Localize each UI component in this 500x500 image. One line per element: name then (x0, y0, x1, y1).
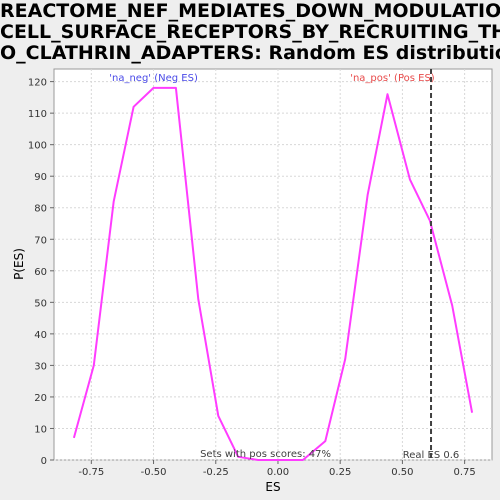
y-tick-label: 70 (34, 235, 47, 246)
neg-es-annotation: 'na_neg' (Neg ES) (109, 73, 198, 84)
y-axis-label: P(ES) (12, 248, 26, 280)
y-tick-label: 40 (34, 330, 47, 341)
x-tick-label: -0.75 (78, 467, 104, 478)
y-tick-label: 110 (28, 109, 47, 120)
y-tick-label: 90 (34, 172, 47, 183)
y-tick-label: 100 (28, 141, 47, 152)
chart-title-line-3: O_CLATHRIN_ADAPTERS: Random ES distribut… (0, 42, 500, 64)
y-tick-label: 30 (34, 361, 47, 372)
x-tick-label: 0.25 (329, 467, 351, 478)
x-tick-label: 0.75 (453, 467, 475, 478)
x-tick-label: 0.50 (391, 467, 413, 478)
y-tick-label: 50 (34, 298, 47, 309)
x-axis-label: ES (265, 480, 280, 494)
y-tick-label: 120 (28, 78, 47, 89)
x-tick-label: -0.50 (141, 467, 167, 478)
pos-scores-annotation: Sets with pos scores: 47% (200, 449, 331, 460)
plot-area (53, 68, 493, 461)
y-tick-label: 0 (41, 456, 47, 467)
y-tick-label: 80 (34, 204, 47, 215)
y-tick-label: 20 (34, 393, 47, 404)
grid (54, 69, 492, 461)
real-es-label: Real ES 0.6 (403, 450, 459, 461)
marker-layer: Real ES 0.6 'na_neg' (Neg ES) 'na_pos' (Po… (109, 69, 459, 461)
y-tick-label: 10 (34, 424, 47, 435)
x-tick-label: -0.25 (203, 467, 229, 478)
series-line-0 (72, 86, 474, 461)
chart-title-line-2: CELL_SURFACE_RECEPTORS_BY_RECRUITING_THE… (0, 21, 500, 43)
pos-es-annotation: 'na_pos' (Pos ES) (350, 73, 435, 84)
axis-ticks: 0 10 20 30 40 50 60 70 80 90 100 110 120 -0.75 -0.50 -0… (28, 78, 476, 478)
chart-title-line-1: REACTOME_NEF_MEDIATES_DOWN_MODULATION_OF… (0, 0, 500, 22)
series-layer (72, 86, 474, 461)
y-tick-label: 60 (34, 267, 47, 278)
chart-title: REACTOME_NEF_MEDIATES_DOWN_MODULATION_OF… (0, 1, 500, 64)
x-tick-label: 0.00 (267, 467, 289, 478)
